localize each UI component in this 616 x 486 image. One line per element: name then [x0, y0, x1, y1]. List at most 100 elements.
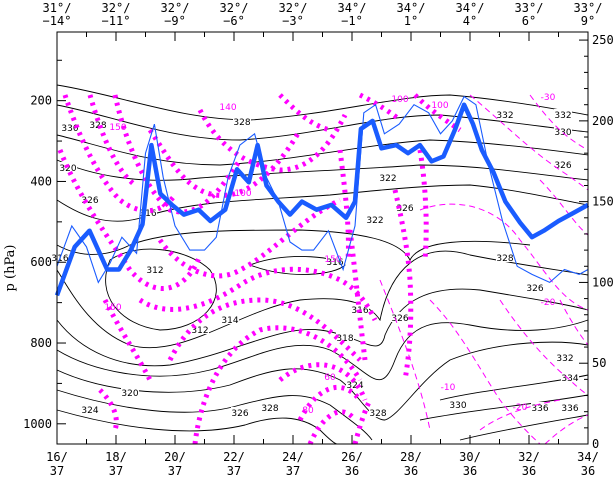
top-tick-label: 34°/ — [456, 1, 485, 15]
contour-label: 330 — [61, 124, 78, 134]
y-tick-label: 800 — [30, 336, 52, 350]
contour-label-bg — [191, 324, 209, 334]
magenta-dashed-contour — [379, 279, 431, 431]
magenta-dotted-contour — [278, 93, 331, 133]
magenta-dashed-contour — [479, 399, 561, 431]
contour-label-bg — [496, 252, 514, 262]
contour-label: 318 — [336, 334, 353, 344]
isentrope-line — [56, 134, 589, 166]
bottom-tick-label: 36 — [463, 464, 477, 478]
magenta-contour-label: 100 — [234, 189, 251, 199]
isentrope-line — [56, 104, 589, 141]
isentrope-line — [56, 250, 589, 349]
contour-label-bg — [81, 194, 99, 204]
contour-label: 332 — [554, 111, 571, 121]
contour-label: 334 — [561, 374, 578, 384]
contour-label: 328 — [233, 118, 250, 128]
bottom-tick-label: 16/ — [46, 450, 68, 464]
magenta-dotted-contour — [147, 128, 303, 198]
magenta-dotted-contour — [417, 149, 429, 261]
contour-label: 332 — [556, 354, 573, 364]
right-tick-label: 150 — [592, 195, 614, 209]
contour-label-bg — [351, 304, 369, 314]
contour-label-bg — [121, 387, 139, 397]
isentrope-line — [56, 288, 589, 367]
contour-label: 332 — [496, 111, 513, 121]
bottom-tick-label: 32/ — [518, 450, 540, 464]
contour-label-bg — [391, 312, 409, 322]
bottom-tick-label: 30/ — [459, 450, 481, 464]
magenta-dotted-contour — [307, 409, 357, 445]
isentrope-line — [56, 229, 531, 262]
contour-label-bg — [336, 332, 354, 342]
magenta-dotted-contour — [192, 325, 363, 445]
magenta-contour-label: -20 — [541, 298, 556, 308]
magenta-dotted-contour — [297, 385, 362, 422]
contour-label: 316 — [139, 209, 156, 219]
isentrope-line — [419, 394, 589, 421]
contour-label: 316 — [326, 258, 343, 268]
magenta-contour-label: -30 — [541, 93, 556, 103]
contour-label-bg — [556, 352, 574, 362]
top-tick-label: 6° — [522, 14, 536, 28]
bottom-tick-label: 22/ — [223, 450, 245, 464]
contour-label-bg — [231, 407, 249, 417]
contour-label: 326 — [396, 204, 413, 214]
magenta-dashed-contours: 150 150 100 140 150 100 100 -30 -20 -10 -20 60 80 — [57, 92, 589, 445]
contour-label: 320 — [59, 164, 76, 174]
bottom-tick-label: 26/ — [341, 450, 363, 464]
magenta-dashed-contour — [429, 299, 541, 445]
magenta-contour-label: 100 — [431, 101, 448, 111]
top-tick-label: −1° — [341, 14, 363, 28]
contour-label-bg — [89, 119, 107, 129]
bottom-tick-label: 34/ — [577, 450, 599, 464]
y-tick-label: 400 — [30, 174, 52, 188]
bottom-tick-label: 37 — [50, 464, 64, 478]
contour-label: 328 — [496, 254, 513, 264]
magenta-dotted-contour — [392, 189, 414, 381]
magenta-dotted-contour — [157, 197, 342, 279]
contour-label-bg — [554, 126, 572, 136]
top-tick-label: 1° — [404, 14, 418, 28]
contour-label: 322 — [379, 174, 396, 184]
right-tick-label: 0 — [592, 437, 599, 451]
isentrope-line — [459, 414, 589, 441]
isentrope-line — [56, 409, 338, 445]
magenta-dotted-contour — [347, 229, 368, 361]
top-tick-label: 31°/ — [43, 1, 72, 15]
magenta-dotted-contour — [167, 297, 362, 362]
contour-label-bg — [233, 116, 251, 126]
contour-label: 336 — [531, 404, 548, 414]
top-tick-label: −14° — [43, 14, 72, 28]
magenta-contour-label: 100 — [391, 95, 408, 105]
contour-label-bg — [449, 399, 467, 409]
magenta-dashed-contour — [544, 414, 589, 445]
contour-label: 322 — [366, 216, 383, 226]
top-tick-label: −3° — [282, 14, 304, 28]
top-tick-label: 34°/ — [397, 1, 426, 15]
magenta-dotted-contour — [138, 266, 378, 322]
right-tick-label: 200 — [592, 114, 614, 128]
contour-label: 328 — [261, 404, 278, 414]
magenta-dotted-contour — [57, 149, 203, 292]
magenta-dotted-contour — [62, 94, 177, 214]
magenta-dotted-contour — [112, 94, 243, 215]
magenta-dotted-contour — [337, 149, 351, 261]
bottom-tick-label: 37 — [168, 464, 182, 478]
contour-label: 326 — [554, 161, 571, 171]
contour-label-bg — [261, 402, 279, 412]
contour-label-bg — [379, 172, 397, 182]
bottom-tick-label: 36 — [522, 464, 536, 478]
magenta-dotted-contour — [358, 92, 402, 122]
magenta-dashed-contour — [499, 299, 589, 396]
magenta-dashed-contour — [469, 94, 589, 191]
magenta-contour-label: 150 — [109, 123, 126, 133]
isentrope-line — [56, 319, 589, 381]
contour-label-bg — [526, 282, 544, 292]
magenta-contour-label: 80 — [302, 406, 314, 416]
contour-label: 324 — [346, 381, 363, 391]
axes: 200 400 600 800 1000 0 50 100 150 200 250 31°/−14° 3… — [23, 1, 614, 478]
magenta-contour-label: 150 — [324, 255, 341, 265]
contour-label: 326 — [81, 196, 98, 206]
